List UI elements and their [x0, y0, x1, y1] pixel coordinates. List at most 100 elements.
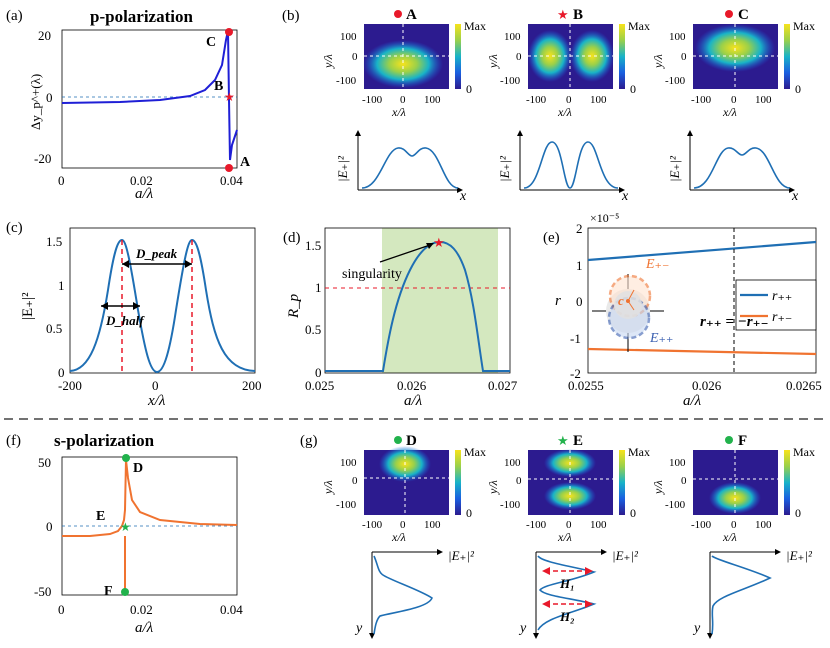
tick: 0 [315, 365, 322, 380]
cb-max: Max [793, 445, 815, 459]
panel-f: (f) s-polarization D ★ E F a/λ 0 0.02 0.… [6, 431, 243, 636]
tick: 0.0265 [786, 378, 822, 393]
panel-c-xlabel: x/λ [147, 393, 166, 409]
panel-a-tag: (a) [6, 8, 23, 24]
tick: 0 [566, 94, 572, 106]
panel-a-curve [61, 30, 238, 161]
map-xlabel: x/λ [391, 530, 406, 544]
panel-e-xlabel: a/λ [683, 393, 702, 409]
tick: 0.02 [130, 173, 153, 188]
panel-f-tag: (f) [6, 433, 21, 449]
tick: 0 [576, 294, 583, 309]
h2-label: H₂ [559, 609, 575, 624]
profile-axis: y [518, 621, 527, 636]
profile-axis: y [692, 621, 701, 636]
tick: 0 [681, 475, 687, 487]
map-label: B [573, 7, 583, 23]
tick: -50 [34, 584, 51, 599]
map-ylabel: y/λ [651, 480, 665, 495]
panel-c: (c) D_peak D_half |E₊|² x/λ -200 0 200 1… [6, 220, 262, 409]
tick: -100 [500, 75, 521, 87]
cb-min: 0 [630, 82, 636, 96]
tick: 0 [566, 519, 572, 531]
map-g2: ★ E [528, 433, 625, 515]
d-half-label: D_half [105, 313, 145, 328]
tick: 0 [46, 90, 53, 105]
map-label: D [406, 433, 417, 449]
cb-max: Max [464, 445, 486, 459]
cb-min: 0 [795, 82, 801, 96]
panel-a-xlabel: a/λ [135, 186, 154, 202]
legend [735, 279, 817, 331]
shaded-region [382, 228, 498, 373]
panel-f-xlabel: a/λ [135, 620, 154, 636]
tick: 50 [38, 455, 51, 470]
panel-a: (a) p-polarization Δy_p^+(λ) a/λ 0 0.02 … [6, 7, 251, 202]
panel-a-ylabel: Δy_p^+(λ) [28, 74, 43, 130]
cb-max: Max [628, 19, 650, 33]
star-icon: ★ [557, 433, 569, 448]
tick: 0 [58, 602, 65, 617]
exponent-label: ×10⁻⁵ [590, 211, 619, 225]
panel-c-curve [69, 238, 256, 374]
panel-c-ylabel: |E₊|² [20, 292, 36, 320]
tick: 100 [340, 31, 357, 43]
panel-c-tag: (c) [6, 220, 23, 236]
tick: -2 [570, 366, 581, 381]
tick: -100 [500, 499, 521, 511]
tick: 1 [315, 280, 322, 295]
tick: 0 [516, 475, 522, 487]
panel-f-curve [62, 459, 238, 537]
singularity-label: singularity [342, 267, 402, 282]
tick: -100 [691, 519, 712, 531]
tick: 0.02 [130, 602, 153, 617]
tick: 0.04 [220, 173, 243, 188]
cb-min: 0 [795, 506, 801, 520]
star-icon: ★ [224, 90, 235, 104]
panel-e: (e) ×10⁻⁵ c E₊₋ E₊₊ r₊₊ r₊₋ r₊₊ = −r₊₋ r… [543, 211, 822, 409]
tick: -100 [526, 94, 547, 106]
map-ylabel: y/λ [486, 480, 500, 495]
profile-g2: H₁ H₂ |E₊|² y [518, 548, 639, 639]
tick: 100 [755, 519, 772, 531]
map-xlabel: x/λ [722, 105, 737, 119]
tick: 0 [46, 519, 53, 534]
map-xlabel: x/λ [722, 530, 737, 544]
panel-a-axes [61, 29, 238, 169]
tick: 100 [504, 457, 521, 469]
tick: 100 [590, 94, 607, 106]
panel-e-ylabel: r [555, 293, 561, 309]
tick: 1.5 [305, 238, 321, 253]
profile-g3: |E₊|² y [692, 548, 813, 639]
cb-max: Max [628, 445, 650, 459]
panel-e-tag: (e) [543, 230, 560, 246]
profile-g1: |E₊|² y [354, 548, 475, 639]
e-pp-label: E₊₊ [649, 331, 673, 346]
point-label: C [206, 35, 216, 50]
panel-d-tag: (d) [283, 230, 301, 246]
point-label: F [104, 584, 113, 599]
legend-rpm: r₊₋ [772, 310, 792, 325]
panel-a-title: p-polarization [90, 7, 193, 26]
tick: 100 [424, 94, 441, 106]
map-ylabel: y/λ [321, 480, 335, 495]
map-b3: C [693, 7, 790, 89]
profile-ylabel: |E₊|² [497, 155, 512, 182]
tick: 100 [504, 31, 521, 43]
tick: -200 [58, 378, 82, 393]
panel-f-title: s-polarization [54, 431, 155, 450]
map-g3: F [693, 433, 790, 515]
tick: 100 [669, 31, 686, 43]
map-xlabel: x/λ [557, 530, 572, 544]
panel-d-ylabel: R_p [286, 293, 302, 319]
map-b1: A [363, 7, 461, 89]
panel-g-tag: (g) [300, 433, 318, 449]
d-peak-label: D_peak [135, 246, 178, 261]
map-xlabel: x/λ [391, 105, 406, 119]
tick: 1 [576, 258, 583, 273]
tick: 0 [400, 519, 406, 531]
cb-max: Max [464, 19, 486, 33]
panel-g: (g) D ★ E F Max 0 Max 0 Max 0 y/λ 100 0 … [300, 433, 815, 639]
tick: 0 [731, 94, 737, 106]
tick: -100 [665, 75, 686, 87]
